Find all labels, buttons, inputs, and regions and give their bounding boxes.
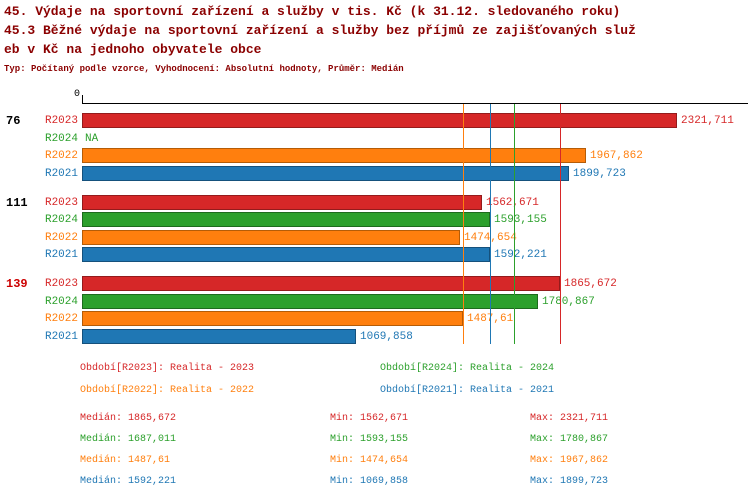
bar-value-label: 1593,155: [494, 214, 547, 226]
chart-subtitle: Typ: Počítaný podle vzorce, Vyhodnocení:…: [4, 64, 404, 74]
bar-series-label: R2024: [44, 295, 78, 308]
median-line-R2022: [463, 104, 464, 344]
chart-title-line-1: 45. Výdaje na sportovní zařízení a služb…: [4, 4, 621, 19]
stat-median-R2022: Medián: 1487,61: [80, 455, 171, 466]
bar-series-label: R2021: [44, 330, 78, 343]
bar-value-label: 1865,672: [564, 278, 617, 290]
x-axis-zero-label: 0: [74, 89, 81, 100]
legend-item-R2023: Období[R2023]: Realita - 2023: [80, 363, 255, 374]
bar-series-label: R2023: [44, 278, 78, 290]
bar-value-label: 1562,671: [486, 196, 539, 209]
bar-value-label: 1592,221: [494, 249, 547, 261]
stat-max-R2021: Max: 1899,723: [530, 476, 609, 487]
stat-min-R2023: Min: 1562,671: [330, 413, 409, 424]
bar-R2023: [82, 276, 560, 291]
bar-series-label: R2022: [44, 231, 78, 244]
bar-R2024: [82, 212, 490, 227]
stat-max-R2024: Max: 1780,867: [530, 434, 609, 445]
bar-R2022: [82, 148, 586, 163]
median-line-R2023: [560, 104, 561, 344]
stat-max-R2022: Max: 1967,862: [530, 455, 609, 466]
bar-R2021: [82, 247, 490, 262]
x-axis-line: [82, 103, 748, 104]
legend-item-R2022: Období[R2022]: Realita - 2022: [80, 385, 255, 396]
bar-R2023: [82, 113, 677, 128]
bar-series-label: R2023: [44, 115, 78, 127]
bar-value-label: 1967,862: [590, 150, 643, 162]
bar-value-label: 1780,867: [542, 295, 595, 308]
bar-series-label: R2022: [44, 313, 78, 325]
stat-median-R2023: Medián: 1865,672: [80, 413, 177, 424]
bar-R2023: [82, 194, 482, 210]
stat-median-R2024: Medián: 1687,011: [80, 434, 177, 445]
bar-value-label: 2321,711: [681, 115, 734, 127]
legend-item-R2024: Období[R2024]: Realita - 2024: [380, 363, 555, 374]
bar-series-label: R2024: [44, 132, 78, 145]
group-label-76: 76: [6, 114, 21, 128]
bar-value-label: 1069,858: [360, 330, 413, 343]
bar-R2022: [82, 311, 463, 326]
bar-series-label: R2024: [44, 214, 78, 226]
median-line-R2024: [514, 104, 515, 344]
stat-min-R2021: Min: 1069,858: [330, 476, 409, 487]
chart-title-line-2: 45.3 Běžné výdaje na sportovní zařízení …: [4, 23, 636, 38]
stat-max-R2023: Max: 2321,711: [530, 413, 609, 424]
legend-item-R2021: Období[R2021]: Realita - 2021: [380, 385, 555, 396]
stat-median-R2021: Medián: 1592,221: [80, 476, 177, 487]
bar-series-label: R2023: [44, 196, 78, 209]
x-axis-tick: [82, 95, 83, 103]
bar-R2022: [82, 229, 460, 245]
stat-min-R2024: Min: 1593,155: [330, 434, 409, 445]
group-label-139: 139: [6, 277, 28, 291]
stat-min-R2022: Min: 1474,654: [330, 455, 409, 466]
median-line-R2021: [490, 104, 491, 344]
bar-R2021: [82, 165, 569, 181]
bar-R2021: [82, 328, 356, 344]
bar-R2024: [82, 293, 538, 309]
bar-series-label: R2021: [44, 167, 78, 180]
bar-value-label: 1899,723: [573, 167, 626, 180]
bar-chart-plot: 76 R2023 2321,711 R2024 NA R2022 1967,862 R2021…: [0, 103, 750, 355]
group-label-111: 111: [6, 195, 28, 210]
bar-series-label: R2022: [44, 150, 78, 162]
bar-series-label: R2021: [44, 249, 78, 261]
bar-value-label-na: NA: [85, 132, 99, 145]
chart-title-line-3: eb v Kč na jednoho obyvatele obce: [4, 42, 262, 57]
